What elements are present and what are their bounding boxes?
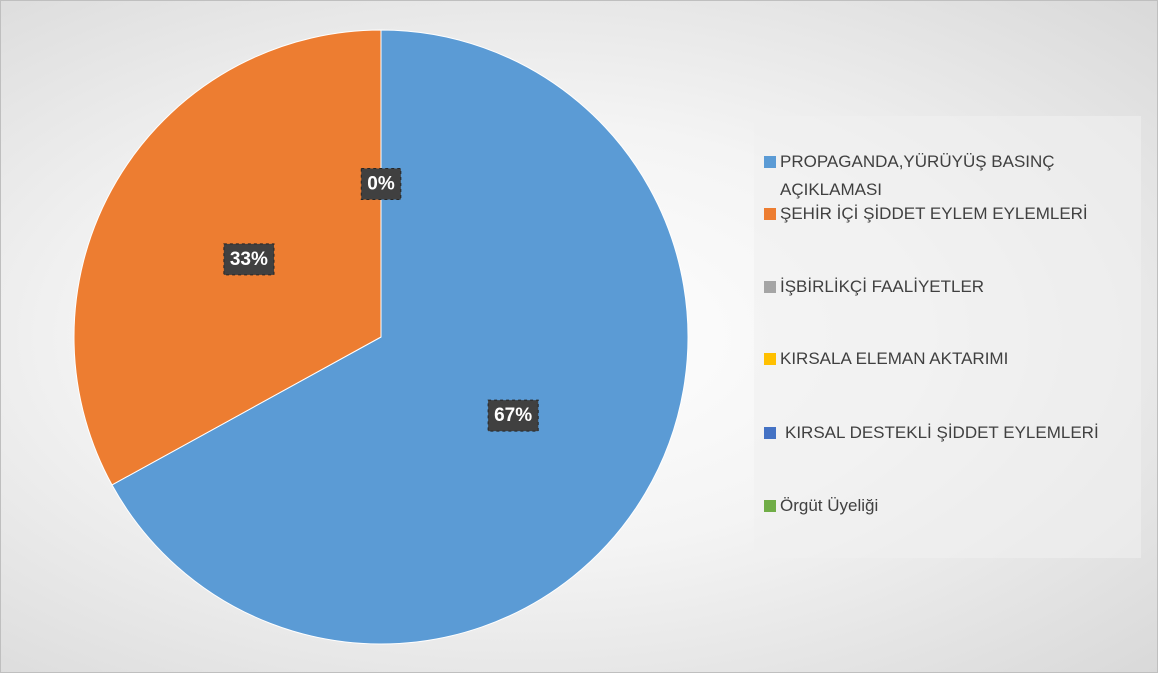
data-label: 0% bbox=[360, 168, 402, 201]
legend-label: İŞBİRLİKÇİ FAALİYETLER bbox=[780, 277, 985, 296]
legend-swatch bbox=[764, 156, 776, 168]
legend-swatch bbox=[764, 281, 776, 293]
legend-item: PROPAGANDA,YÜRÜYÜŞ BASINÇ AÇIKLAMASI bbox=[764, 148, 1134, 204]
data-label-box bbox=[487, 399, 539, 432]
legend-item: KIRSALA ELEMAN AKTARIMI bbox=[764, 345, 1134, 373]
legend-swatch bbox=[764, 208, 776, 220]
legend: PROPAGANDA,YÜRÜYÜŞ BASINÇ AÇIKLAMASI ŞEHİ… bbox=[754, 116, 1141, 558]
legend-swatch bbox=[764, 353, 776, 365]
data-label-text: 33% bbox=[230, 249, 268, 270]
legend-swatch bbox=[764, 427, 776, 439]
legend-label: PROPAGANDA,YÜRÜYÜŞ BASINÇ AÇIKLAMASI bbox=[780, 152, 1055, 199]
legend-label: KIRSALA ELEMAN AKTARIMI bbox=[780, 349, 1009, 368]
data-label-box bbox=[223, 243, 275, 276]
legend-item: KIRSAL DESTEKLİ ŞİDDET EYLEMLERİ bbox=[764, 419, 1134, 447]
data-label-box bbox=[360, 168, 402, 201]
legend-label: Örgüt Üyeliği bbox=[780, 496, 879, 515]
legend-item: Örgüt Üyeliği bbox=[764, 492, 1134, 520]
legend-item: ŞEHİR İÇİ ŞİDDET EYLEM EYLEMLERİ bbox=[764, 200, 1134, 228]
legend-label: ŞEHİR İÇİ ŞİDDET EYLEM EYLEMLERİ bbox=[780, 204, 1088, 223]
pie-slice bbox=[111, 29, 689, 645]
data-label-text: 67% bbox=[494, 405, 532, 426]
data-label: 33% bbox=[223, 243, 275, 276]
data-label: 67% bbox=[487, 399, 539, 432]
legend-item: İŞBİRLİKÇİ FAALİYETLER bbox=[764, 273, 1134, 301]
data-label-text: 0% bbox=[367, 174, 395, 195]
legend-label: KIRSAL DESTEKLİ ŞİDDET EYLEMLERİ bbox=[785, 423, 1099, 442]
legend-swatch bbox=[764, 500, 776, 512]
